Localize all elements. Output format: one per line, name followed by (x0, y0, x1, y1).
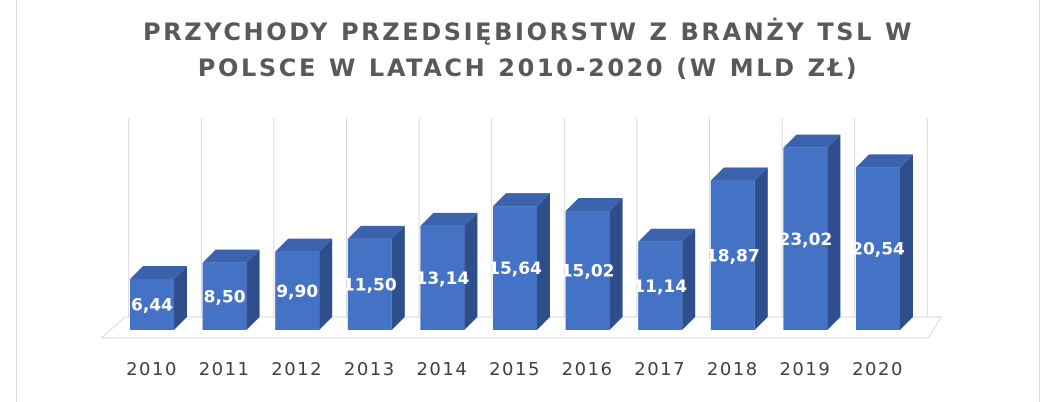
bar-2013 (347, 238, 392, 330)
bar-2018 (710, 180, 755, 330)
bar-2010-side (174, 265, 187, 330)
bar-2020 (856, 167, 900, 330)
bar-2010-top (130, 265, 187, 279)
data-label-2013: 11,50 (343, 275, 397, 295)
x-tick-label-2010: 2010 (126, 359, 178, 380)
bar-2016 (565, 211, 610, 330)
bar-2020-top (856, 154, 913, 168)
bar-2018-top (710, 167, 768, 181)
data-label-2012: 9,90 (276, 282, 318, 302)
data-label-2018: 18,87 (706, 246, 760, 266)
bar-2011-top (202, 249, 260, 263)
bar-2018-side (754, 167, 768, 330)
x-tick-label-2014: 2014 (416, 359, 468, 380)
x-tick-label-2015: 2015 (489, 359, 541, 380)
bar-2017-side (682, 228, 696, 330)
x-tick-label-2012: 2012 (271, 359, 323, 380)
bar-2016-side (609, 198, 623, 330)
bar-2014-top (420, 212, 478, 226)
bar-2013-side (391, 225, 405, 330)
bar-2019-side (827, 134, 841, 330)
bar-2015 (493, 206, 537, 330)
bar-2017 (638, 241, 683, 330)
data-label-2011: 8,50 (204, 287, 246, 307)
x-tick-label-2013: 2013 (344, 359, 396, 380)
data-label-2019: 23,02 (779, 230, 833, 250)
bar-2016-top (565, 198, 623, 212)
bar-2010 (130, 278, 174, 330)
data-label-2017: 11,14 (633, 277, 687, 297)
x-tick-label-2020: 2020 (852, 359, 904, 380)
data-label-2015: 15,64 (488, 259, 542, 279)
x-tick-label-2018: 2018 (707, 359, 759, 380)
bar-2012 (275, 251, 320, 330)
chart-title-line-2: POLSCE W LATACH 2010-2020 (W MLD ZŁ) (197, 54, 860, 82)
chart-frame (16, 0, 1040, 402)
bar-2017-top (638, 228, 696, 242)
chart-title-line-1: PRZYCHODY PRZEDSIĘBIORSTW Z BRANŻY TSL W (142, 18, 915, 46)
bar-2012-side (319, 238, 333, 330)
bar-2015-side (537, 193, 550, 330)
bar-2019-top (783, 134, 841, 148)
bar-2020-side (900, 154, 913, 330)
bar-2015-top (493, 193, 550, 207)
bar-2013-top (347, 225, 405, 239)
x-tick-label-2017: 2017 (634, 359, 686, 380)
bar-2014-side (464, 212, 478, 330)
x-tick-label-2011: 2011 (199, 359, 251, 380)
bar-2014 (420, 225, 465, 330)
x-tick-label-2016: 2016 (562, 359, 614, 380)
bar-2012-top (275, 238, 333, 252)
bar-2011 (202, 262, 247, 330)
bar-2019 (783, 147, 828, 330)
data-label-2016: 15,02 (561, 262, 615, 282)
bar-2011-side (246, 249, 260, 330)
data-label-2014: 13,14 (416, 269, 470, 289)
data-label-2010: 6,44 (131, 295, 173, 315)
x-tick-label-2019: 2019 (779, 359, 831, 380)
data-label-2020: 20,54 (851, 240, 905, 260)
chart-title: PRZYCHODY PRZEDSIĘBIORSTW Z BRANŻY TSL W… (0, 14, 1057, 86)
